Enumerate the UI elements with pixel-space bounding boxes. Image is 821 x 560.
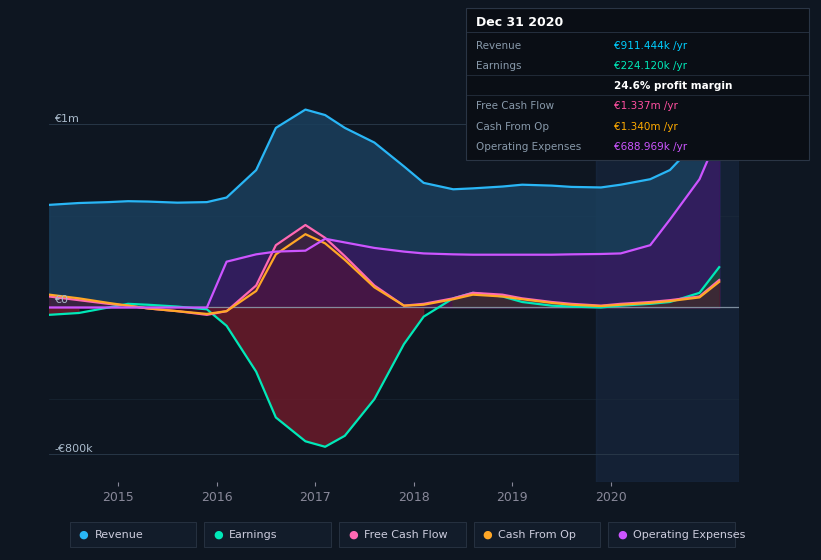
Text: Operating Expenses: Operating Expenses	[476, 142, 581, 152]
Text: €1.337m /yr: €1.337m /yr	[614, 101, 678, 111]
Text: Free Cash Flow: Free Cash Flow	[476, 101, 554, 111]
Text: €224.120k /yr: €224.120k /yr	[614, 61, 687, 71]
Text: €1.340m /yr: €1.340m /yr	[614, 122, 678, 132]
Text: €911.444k /yr: €911.444k /yr	[614, 41, 687, 50]
Text: Revenue: Revenue	[94, 530, 143, 540]
Text: Cash From Op: Cash From Op	[476, 122, 549, 132]
Bar	[596, 78, 739, 482]
Text: €1m: €1m	[54, 114, 79, 124]
Text: 24.6% profit margin: 24.6% profit margin	[614, 81, 732, 91]
Text: Cash From Op: Cash From Op	[498, 530, 576, 540]
Text: Earnings: Earnings	[229, 530, 277, 540]
Text: Earnings: Earnings	[476, 61, 521, 71]
Text: Free Cash Flow: Free Cash Flow	[364, 530, 447, 540]
Text: Operating Expenses: Operating Expenses	[633, 530, 745, 540]
Text: ●: ●	[348, 530, 358, 540]
Text: ●: ●	[617, 530, 627, 540]
Text: €0: €0	[54, 295, 68, 305]
Text: ●: ●	[483, 530, 493, 540]
Text: Dec 31 2020: Dec 31 2020	[476, 16, 563, 29]
Text: Revenue: Revenue	[476, 41, 521, 50]
Text: ●: ●	[213, 530, 223, 540]
Text: -€800k: -€800k	[54, 444, 93, 454]
Text: ●: ●	[79, 530, 89, 540]
Text: €688.969k /yr: €688.969k /yr	[614, 142, 687, 152]
